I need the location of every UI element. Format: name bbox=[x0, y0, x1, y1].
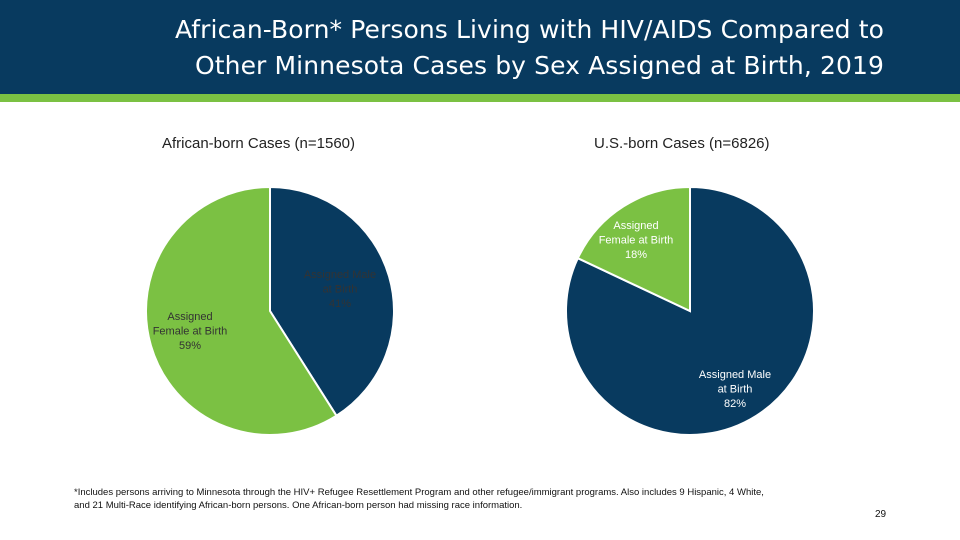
pie-0-slice-0-label: Assigned Male at Birth 41% bbox=[304, 269, 376, 310]
pie-0-slice-1-label: Assigned Female at Birth 59% bbox=[153, 311, 228, 352]
slide-title: African-Born* Persons Living with HIV/AI… bbox=[64, 12, 884, 84]
african-born-pie-title: African-born Cases (n=1560) bbox=[162, 135, 356, 152]
pie-1-slice-1 bbox=[576, 185, 691, 313]
footnote-line-1: *Includes persons arriving to Minnesota … bbox=[74, 487, 764, 498]
page-number: 29 bbox=[875, 509, 887, 520]
pie-0-slice-1 bbox=[145, 185, 338, 436]
pie-1-slice-1-label: Assigned Female at Birth 18% bbox=[599, 220, 674, 261]
slide-title-line-1: African-Born* Persons Living with HIV/AI… bbox=[174, 15, 884, 44]
us-born-pie: Assigned Male at Birth 82% Assigned Female a… bbox=[565, 185, 815, 436]
pie-1-slice-0-label: Assigned Male at Birth 82% bbox=[699, 369, 771, 410]
footnote-line-2: and 21 Multi-Race identifying African-bo… bbox=[74, 500, 523, 511]
slide-title-line-2: Other Minnesota Cases by Sex Assigned at… bbox=[194, 51, 884, 80]
footnote: *Includes persons arriving to Minnesota … bbox=[74, 486, 904, 512]
title-banner: African-Born* Persons Living with HIV/AI… bbox=[0, 0, 960, 94]
african-born-pie: Assigned Male at Birth 41% Assigned Female a… bbox=[145, 185, 395, 436]
accent-bar bbox=[0, 94, 960, 102]
us-born-pie-title: U.S.-born Cases (n=6826) bbox=[594, 135, 770, 152]
